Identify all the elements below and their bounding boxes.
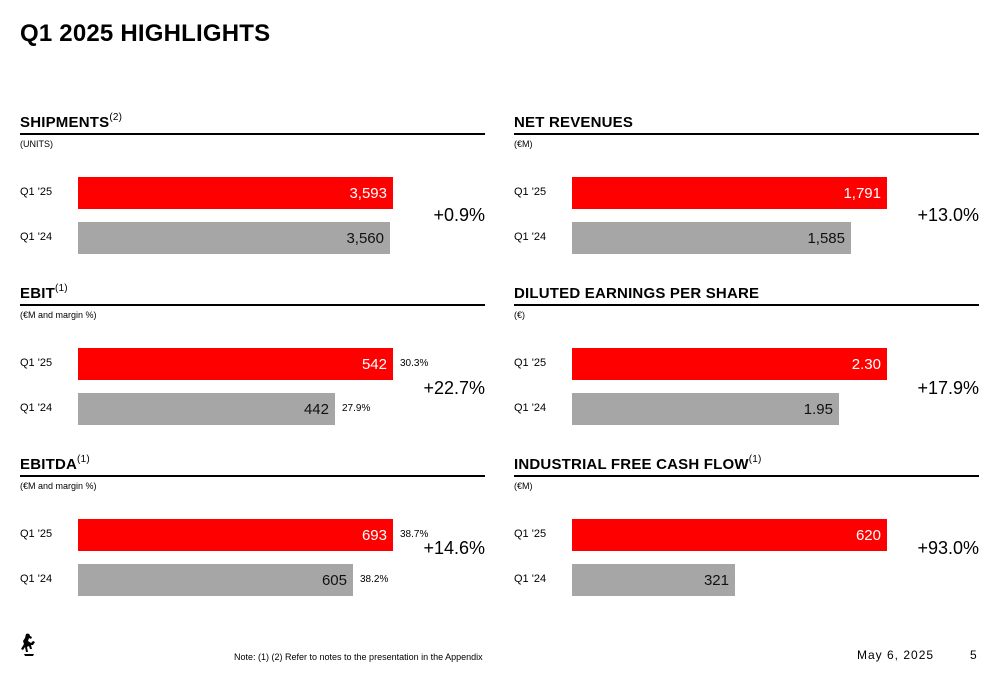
bar-value-label: 542	[361, 355, 387, 373]
category-label: Q1 '25	[20, 528, 53, 540]
margin-label: 27.9%	[342, 403, 371, 414]
panel-title-text: SHIPMENTS	[20, 114, 110, 131]
unit-label: (€M and margin %)	[20, 481, 97, 491]
unit-label: (€)	[514, 310, 525, 320]
yoy-change: +22.7%	[423, 378, 485, 398]
margin-label: 30.3%	[400, 358, 429, 369]
ebitda-panel: EBITDA(1) (€M and margin %) Q1 '25 693 38.7%…	[20, 454, 485, 621]
margin-label: 38.2%	[360, 574, 389, 585]
yoy-change: +93.0%	[917, 538, 979, 558]
bar-value-label: 1.95	[803, 400, 833, 418]
bar-current-year: 3,593	[78, 177, 393, 209]
prancing-horse-logo	[21, 633, 35, 656]
title-rule	[20, 133, 485, 135]
bar-value-label: 605	[321, 571, 347, 589]
category-label: Q1 '25	[514, 186, 547, 198]
ebit-panel: EBIT(1) (€M and margin %) Q1 '25 542 30.3% Q1…	[20, 283, 485, 450]
bar-value-label: 3,593	[349, 184, 387, 202]
bar-current-year: 693	[78, 519, 393, 551]
bar-value-label: 1,791	[843, 184, 881, 202]
bar-value-label: 321	[703, 571, 729, 589]
bar-prior-year: 1.95	[572, 393, 839, 425]
diluted-earnings-per-share-panel: DILUTED EARNINGS PER SHARE (€) Q1 '25 2.30 Q…	[514, 285, 979, 450]
bar-value-label: 620	[855, 526, 881, 544]
category-label: Q1 '24	[20, 231, 53, 243]
category-label: Q1 '24	[514, 231, 547, 243]
footnote-ref: (1)	[54, 283, 68, 294]
category-label: Q1 '25	[20, 357, 53, 369]
net-revenues-panel: NET REVENUES (€M) Q1 '25 1,791 Q1 '24 1,585 +1…	[514, 114, 979, 279]
page-number: 5	[970, 648, 977, 662]
title-rule	[514, 133, 979, 135]
panel-title-text: DILUTED EARNINGS PER SHARE	[514, 285, 760, 302]
yoy-change: +14.6%	[423, 538, 485, 558]
unit-label: (€M)	[514, 481, 533, 491]
page-title: Q1 2025 HIGHLIGHTS	[20, 20, 271, 47]
presentation-date: May 6, 2025	[857, 648, 935, 662]
bar-value-label: 3,560	[346, 229, 384, 247]
industrial-free-cash-flow-panel: INDUSTRIAL FREE CASH FLOW(1) (€M) Q1 '25 62…	[514, 454, 979, 621]
bar-value-label: 2.30	[851, 355, 881, 373]
yoy-change: +13.0%	[917, 205, 979, 225]
title-rule	[20, 304, 485, 306]
panel-title-text: EBIT	[20, 285, 55, 302]
footnote-ref: (1)	[77, 454, 90, 465]
category-label: Q1 '25	[514, 357, 547, 369]
bar-value-label: 1,585	[807, 229, 845, 247]
bar-prior-year: 1,585	[572, 222, 851, 254]
yoy-change: +17.9%	[917, 378, 979, 398]
bar-value-label: 442	[303, 400, 329, 418]
footnote-ref: (1)	[748, 454, 762, 465]
category-label: Q1 '25	[514, 528, 547, 540]
unit-label: (€M and margin %)	[20, 310, 97, 320]
category-label: Q1 '24	[514, 402, 547, 414]
panel-title: SHIPMENTS(2)	[20, 112, 123, 131]
title-rule	[514, 304, 979, 306]
footnote: Note: (1) (2) Refer to notes to the pres…	[234, 652, 483, 662]
panel-title-text: NET REVENUES	[514, 114, 634, 131]
panel-title-text: INDUSTRIAL FREE CASH FLOW	[514, 456, 749, 473]
bar-prior-year: 605	[78, 564, 353, 596]
unit-label: (€M)	[514, 139, 533, 149]
category-label: Q1 '24	[20, 573, 53, 585]
bar-value-label: 693	[361, 526, 387, 544]
panel-title: NET REVENUES	[514, 114, 633, 131]
title-rule	[514, 475, 979, 477]
bar-current-year: 2.30	[572, 348, 887, 380]
title-rule	[20, 475, 485, 477]
category-label: Q1 '24	[514, 573, 547, 585]
panel-title: INDUSTRIAL FREE CASH FLOW(1)	[514, 454, 762, 473]
category-label: Q1 '24	[20, 402, 53, 414]
bar-prior-year: 442	[78, 393, 335, 425]
yoy-change: +0.9%	[433, 205, 485, 225]
footnote-ref: (2)	[109, 112, 123, 123]
panel-title: DILUTED EARNINGS PER SHARE	[514, 285, 759, 302]
panel-title: EBIT(1)	[20, 283, 68, 302]
panel-title: EBITDA(1)	[20, 454, 90, 473]
shipments-panel: SHIPMENTS(2) (UNITS) Q1 '25 3,593 Q1 '24 3,56…	[20, 112, 485, 279]
bar-prior-year: 3,560	[78, 222, 390, 254]
category-label: Q1 '25	[20, 186, 53, 198]
margin-label: 38.7%	[400, 529, 429, 540]
unit-label: (UNITS)	[20, 139, 53, 149]
panel-title-text: EBITDA	[20, 456, 78, 473]
bar-current-year: 620	[572, 519, 887, 551]
bar-current-year: 542	[78, 348, 393, 380]
bar-prior-year: 321	[572, 564, 735, 596]
bar-current-year: 1,791	[572, 177, 887, 209]
